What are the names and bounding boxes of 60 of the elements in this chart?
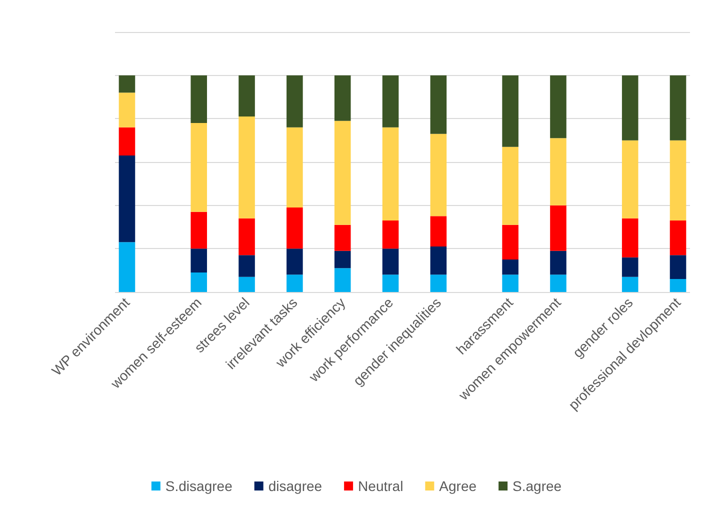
bar [502, 146, 518, 225]
bar [286, 127, 303, 208]
bar [334, 120, 351, 225]
bar [190, 75, 207, 123]
bar [430, 134, 447, 216]
bar [670, 279, 686, 292]
bar [238, 255, 255, 277]
bar [238, 276, 255, 292]
bar [550, 138, 566, 206]
bar [430, 75, 447, 134]
bar [286, 248, 303, 275]
bar [334, 75, 351, 121]
bar [190, 272, 207, 292]
bar [382, 75, 399, 128]
legend-label: S.agree [512, 478, 562, 494]
bar [118, 156, 136, 242]
bar [550, 274, 566, 292]
bar [502, 75, 518, 147]
bar [670, 255, 686, 279]
bar [430, 274, 447, 292]
bar [382, 220, 399, 249]
bar [670, 75, 686, 140]
bar [622, 75, 638, 140]
bar [190, 248, 207, 272]
bar [118, 92, 136, 128]
bar [502, 224, 518, 260]
bar [118, 75, 136, 93]
legend-label: Neutral [358, 478, 404, 494]
legend-label: disagree [268, 478, 322, 494]
bar [382, 248, 399, 275]
legend-label: Agree [439, 478, 477, 494]
bar [334, 224, 351, 251]
bar [334, 268, 351, 292]
bar [622, 218, 638, 258]
bar [622, 276, 638, 292]
bar [670, 140, 686, 220]
bar [430, 216, 447, 246]
bar [286, 75, 303, 128]
bar [238, 116, 255, 218]
bar [118, 242, 136, 292]
bar [190, 123, 207, 212]
legend-label: S.disagree [165, 478, 233, 494]
bar [430, 246, 447, 275]
bar [622, 140, 638, 218]
bar [622, 257, 638, 277]
bar [550, 250, 566, 275]
bar [238, 218, 255, 256]
bar [502, 274, 518, 292]
bar [286, 274, 303, 292]
bar [382, 274, 399, 292]
bar [190, 212, 207, 249]
bar [238, 75, 255, 116]
bar [382, 127, 399, 220]
bar [502, 260, 518, 275]
bar [550, 75, 566, 138]
bar [334, 250, 351, 268]
bar [550, 205, 566, 251]
bar [118, 127, 136, 156]
bar [670, 220, 686, 256]
bar [286, 208, 303, 249]
